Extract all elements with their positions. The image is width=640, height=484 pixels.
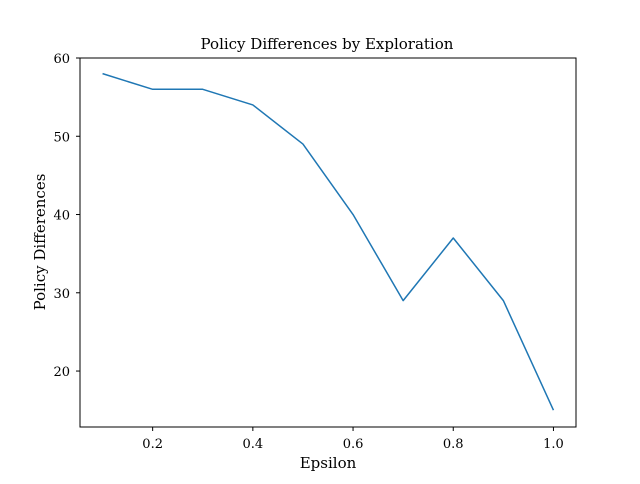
y-axis-title: Policy Differences (31, 174, 49, 311)
plot-area (103, 74, 554, 411)
x-tick-label: 0.6 (343, 437, 364, 452)
series-line (103, 74, 554, 411)
y-tick-label: 20 (53, 365, 70, 380)
y-tick-label: 30 (53, 287, 70, 302)
x-tick-label: 1.0 (543, 437, 564, 452)
y-tick-label: 40 (53, 209, 70, 224)
chart-title: Policy Differences by Exploration (201, 35, 454, 53)
x-tick-label: 0.4 (243, 437, 264, 452)
plot-frame (80, 58, 576, 427)
y-tick-label: 60 (53, 52, 70, 67)
x-tick-label: 0.8 (443, 437, 464, 452)
x-axis: 0.2 0.4 0.6 0.8 1.0 (142, 427, 563, 452)
x-tick-label: 0.2 (142, 437, 163, 452)
x-axis-title: Epsilon (300, 454, 357, 472)
y-tick-label: 50 (53, 130, 70, 145)
y-axis: 20 30 40 50 60 (53, 52, 80, 380)
